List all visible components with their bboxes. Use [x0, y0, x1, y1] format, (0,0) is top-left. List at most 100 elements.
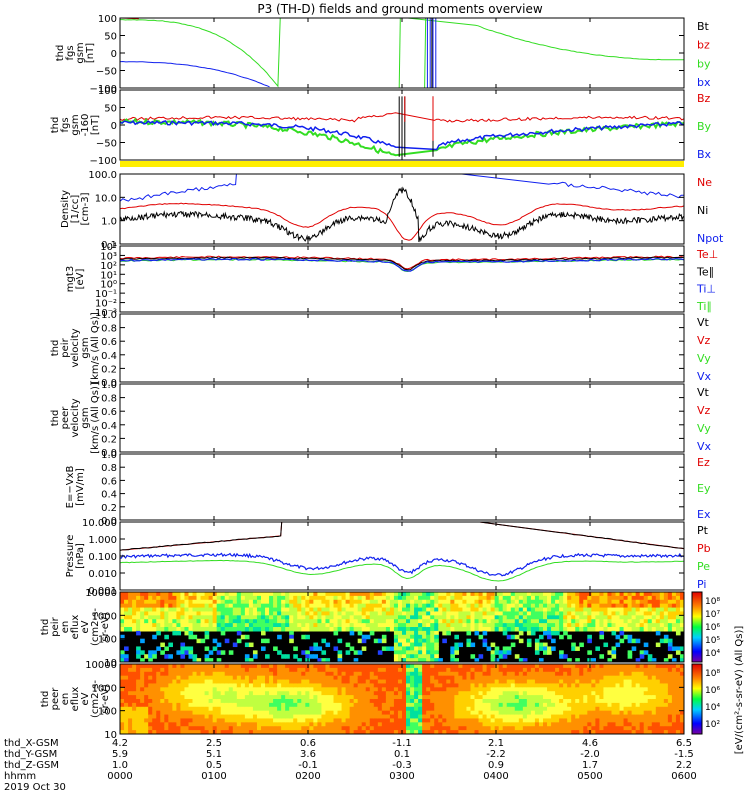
spectrogram-cell	[140, 679, 145, 685]
spectrogram-cell	[293, 675, 298, 681]
spectrogram-cell	[611, 664, 617, 669]
spectrogram-cell	[599, 654, 605, 659]
spectrogram-cell	[623, 634, 629, 640]
spectrogram-cell	[252, 599, 258, 605]
spectrogram-cell	[132, 675, 137, 681]
spectrogram-cell	[305, 671, 310, 677]
spectrogram-cell	[160, 615, 165, 620]
spectrogram-cell	[679, 615, 684, 620]
spectrogram-cell	[373, 671, 379, 677]
spectrogram-cell	[486, 599, 492, 605]
spectrogram-cell	[180, 714, 186, 720]
spectrogram-cell	[547, 683, 552, 688]
spectrogram-cell	[446, 702, 451, 708]
spectrogram-cell	[144, 667, 149, 673]
spectrogram-cell	[325, 664, 331, 669]
spectrogram-cell	[277, 611, 282, 616]
spectrogram-cell	[297, 671, 302, 677]
spectrogram-cell	[426, 683, 431, 688]
spectrogram-cell	[285, 683, 290, 688]
spectrogram-cell	[518, 671, 524, 677]
spectrogram-cell	[269, 726, 274, 731]
spectrogram-cell	[619, 627, 625, 632]
spectrogram-cell	[132, 595, 137, 601]
spectrogram-cell	[144, 671, 149, 677]
spectrogram-cell	[244, 726, 250, 731]
spectrogram-cell	[559, 667, 564, 673]
spectrogram-cell	[470, 627, 476, 632]
spectrogram-cell	[679, 607, 684, 613]
spectrogram-cell	[180, 623, 186, 628]
legend-bx: bx	[697, 76, 711, 89]
spectrogram-cell	[285, 654, 290, 659]
spectrogram-cell	[679, 654, 684, 659]
spectrogram-cell	[530, 607, 536, 613]
spectrogram-cell	[450, 664, 455, 669]
spectrogram-cell	[543, 706, 548, 712]
spectrogram-cell	[333, 702, 339, 708]
spectrogram-cell	[297, 675, 302, 681]
spectrogram-cell	[671, 595, 677, 601]
legend-Bt: Bt	[697, 20, 710, 33]
spectrogram-cell	[567, 603, 572, 609]
spectrogram-cell	[180, 664, 186, 669]
spectrogram-cell	[575, 683, 580, 688]
spectrogram-cell	[530, 687, 536, 692]
spectrogram-cell	[659, 638, 665, 644]
spectrogram-cell	[349, 687, 355, 692]
spectrogram-cell	[132, 671, 137, 677]
spectrogram-cell	[482, 599, 488, 605]
spectrogram-cell	[393, 595, 399, 601]
spectrogram-cell	[273, 646, 278, 651]
spectrogram-cell	[611, 718, 617, 723]
spectrogram-cell	[265, 623, 270, 628]
spectrogram-cell	[543, 664, 548, 669]
spectrogram-cell	[631, 730, 637, 734]
spectrogram-cell	[373, 679, 379, 685]
spectrogram-cell	[365, 730, 371, 734]
spectrogram-cell	[623, 718, 629, 723]
spectrogram-cell	[559, 718, 564, 723]
spectrogram-cell	[430, 722, 435, 727]
spectrogram-cell	[240, 722, 246, 727]
spectrogram-cell	[269, 710, 274, 716]
spectrogram-cell	[462, 691, 468, 696]
spectrogram-cell	[349, 722, 355, 727]
spectrogram-cell	[124, 611, 129, 616]
spectrogram-cell	[192, 706, 198, 712]
spectrogram-cell	[571, 722, 576, 727]
spectrogram-cell	[248, 722, 254, 727]
spectrogram-cell	[599, 603, 605, 609]
ylabel-line: sr-eV)	[100, 612, 111, 641]
spectrogram-cell	[285, 702, 290, 708]
spectrogram-cell	[547, 679, 552, 685]
spectrogram-cell	[345, 718, 351, 723]
spectrogram-cell	[494, 726, 500, 731]
spectrogram-cell	[583, 599, 588, 605]
spectrogram-cell	[301, 699, 306, 704]
spectrogram-cell	[462, 730, 468, 734]
spectrogram-cell	[188, 702, 194, 708]
spectrogram-cell	[466, 675, 472, 681]
spectrogram-cell	[534, 599, 540, 605]
spectrogram-cell	[297, 687, 302, 692]
spectrogram-cell	[426, 710, 431, 716]
spectrogram-cell	[224, 675, 230, 681]
spectrogram-cell	[269, 695, 274, 700]
spectrogram-cell	[244, 702, 250, 708]
spectrogram-cell	[180, 687, 186, 692]
spectrogram-cell	[357, 599, 363, 605]
spectrogram-cell	[422, 671, 427, 677]
spectrogram-cell	[321, 595, 327, 601]
spectrogram-cell	[180, 650, 186, 655]
spectrogram-cell	[410, 683, 415, 688]
spectrogram-cell	[454, 726, 459, 731]
spectrogram-cell	[176, 607, 182, 613]
spectrogram-cell	[353, 607, 359, 613]
spectrogram-cell	[124, 730, 129, 734]
spectrogram-cell	[547, 695, 552, 700]
spectrogram-cell	[337, 687, 343, 692]
spectrogram-cell	[329, 611, 335, 616]
spectrogram-cell	[490, 706, 496, 712]
spectrogram-cell	[184, 599, 190, 605]
